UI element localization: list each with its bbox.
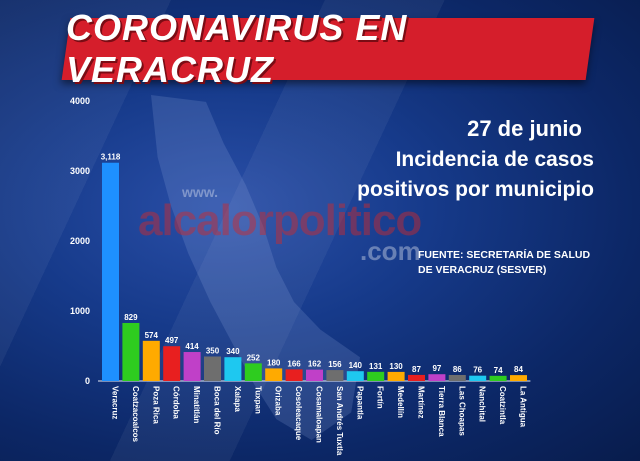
x-tick-label: Papantla	[355, 386, 364, 420]
y-tick-label: 2000	[70, 236, 90, 246]
data-label: 97	[432, 364, 441, 373]
data-label: 574	[145, 331, 159, 340]
x-tick-label: Tierra Blanca	[437, 386, 446, 437]
data-label: 140	[349, 361, 363, 370]
bar	[163, 346, 181, 381]
data-label: 166	[287, 359, 301, 368]
data-label: 74	[494, 366, 503, 375]
y-tick-label: 1000	[70, 306, 90, 316]
bar	[102, 162, 119, 381]
x-tick-label: Minatitlán	[192, 386, 201, 423]
date-label: 27 de junio	[467, 116, 582, 141]
x-tick-label: Fortín	[376, 386, 385, 409]
x-tick-label: Veracruz	[111, 386, 120, 419]
x-tick-label: Medellín	[396, 386, 405, 418]
bar	[387, 371, 405, 381]
bar	[346, 371, 364, 381]
data-label: 340	[226, 347, 240, 356]
x-tick-label: Córdoba	[172, 386, 181, 419]
x-tick-label: Cosoleacaque	[294, 386, 303, 441]
data-label: 84	[514, 365, 523, 374]
bar	[367, 371, 385, 381]
bar	[244, 363, 262, 381]
data-label: 350	[206, 347, 220, 356]
x-tick-label: Coatzintla	[498, 386, 507, 425]
x-tick-label: San Andrés Tuxtla	[335, 386, 344, 456]
watermark-www: www.	[182, 184, 219, 200]
data-label: 86	[453, 365, 462, 374]
data-label: 162	[308, 360, 322, 369]
x-tick-label: Cosamaloapan	[315, 386, 324, 443]
x-tick-label: Nanchital	[478, 386, 487, 422]
bar	[510, 375, 527, 381]
data-label: 130	[389, 362, 403, 371]
bar	[448, 374, 466, 381]
watermark-com: .com	[360, 236, 421, 266]
x-tick-label: Tuxpan	[253, 386, 262, 414]
subtitle-line-2: positivos por municipio	[357, 178, 594, 201]
bar	[183, 352, 201, 381]
source-note: FUENTE: SECRETARÍA DE SALUD DE VERACRUZ …	[418, 249, 591, 276]
bar	[408, 374, 425, 381]
bar	[142, 340, 160, 381]
bar	[224, 357, 242, 381]
x-tick-label: Martínez	[417, 386, 426, 418]
bar	[122, 322, 140, 381]
bar	[306, 369, 323, 381]
y-tick-label: 0	[85, 376, 90, 386]
data-label: 180	[267, 358, 281, 367]
data-label: 131	[369, 362, 383, 371]
bar	[428, 374, 446, 381]
data-label: 3,118	[101, 153, 121, 162]
x-tick-label: Poza Rica	[151, 386, 160, 424]
data-label: 252	[247, 353, 261, 362]
x-tick-label: Boca del Río	[213, 386, 222, 435]
bar	[285, 369, 303, 381]
data-label: 87	[412, 365, 421, 374]
x-tick-label: Xalapa	[233, 386, 242, 412]
x-tick-label: Las Choapas	[457, 386, 466, 436]
y-tick-label: 3000	[70, 166, 90, 176]
bar	[469, 375, 487, 381]
data-label: 76	[473, 366, 482, 375]
x-tick-label: La Antigua	[519, 386, 528, 428]
bar	[489, 375, 507, 381]
x-tick-label: Orizaba	[274, 386, 283, 416]
subtitle-line-1: Incidencia de casos	[395, 148, 594, 171]
watermark-brand: alcalorpolitico	[138, 196, 422, 245]
data-label: 829	[124, 313, 138, 322]
bar	[204, 356, 221, 381]
x-tick-label: Coatzacoalcos	[131, 386, 140, 443]
data-label: 497	[165, 336, 179, 345]
data-label: 414	[185, 342, 199, 351]
data-label: 156	[328, 360, 342, 369]
bar	[326, 370, 344, 381]
bar	[265, 368, 283, 381]
y-tick-label: 4000	[70, 96, 90, 106]
